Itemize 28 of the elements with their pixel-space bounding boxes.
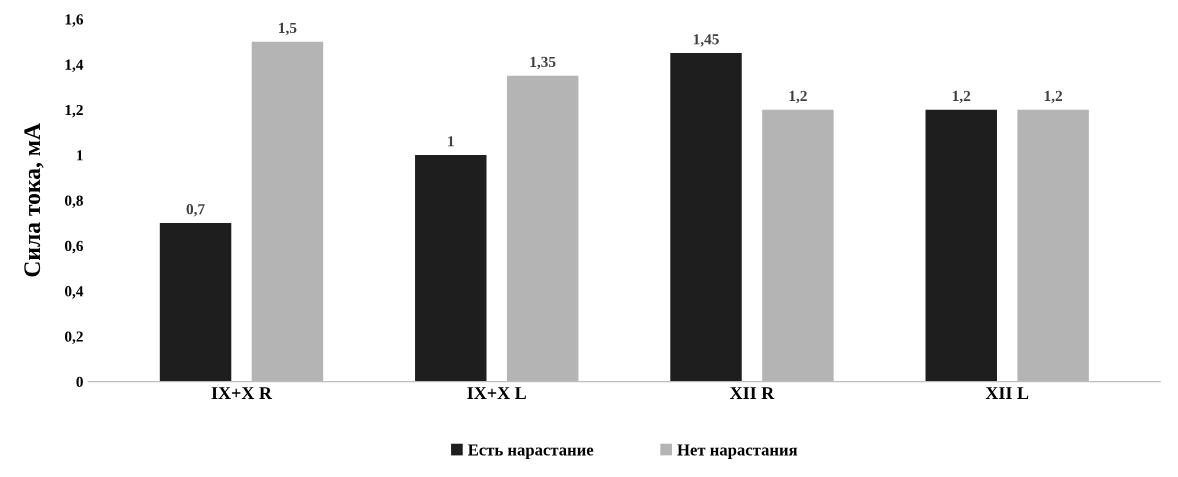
y-tick-label: 1,6 xyxy=(65,14,84,27)
x-tick-label: IX+X L xyxy=(467,387,526,399)
legend-label: Нет нарастания xyxy=(677,444,798,459)
y-tick-label: 0,2 xyxy=(64,331,83,344)
data-label: 1,35 xyxy=(530,56,556,70)
data-label: 0,7 xyxy=(186,204,205,217)
data-label: 1,5 xyxy=(279,22,297,36)
x-tick-label: XII L xyxy=(985,387,1029,399)
y-tick-label: 0 xyxy=(76,376,83,388)
data-label: 1 xyxy=(448,136,454,147)
bar xyxy=(159,223,232,382)
data-label: 1,45 xyxy=(693,34,719,47)
data-label: 1,2 xyxy=(952,90,971,104)
x-tick-label: IX+X R xyxy=(211,387,273,399)
y-tick-label: 0,4 xyxy=(64,286,84,299)
y-tick-label: 1,4 xyxy=(65,59,84,73)
data-label: 1,2 xyxy=(1044,90,1063,104)
y-tick-label: 0,8 xyxy=(64,195,83,209)
legend-label: Есть нарастание xyxy=(468,444,594,459)
bar xyxy=(925,109,997,382)
y-tick-label: 1,2 xyxy=(65,104,83,118)
y-axis-title: Сила тока, мА xyxy=(24,123,44,277)
y-tick-label: 1 xyxy=(77,150,83,161)
x-tick-label: XII R xyxy=(729,387,775,399)
data-label: 1,2 xyxy=(789,90,807,104)
bar xyxy=(415,155,487,382)
y-tick-label: 0,6 xyxy=(64,240,84,254)
bar xyxy=(670,53,742,382)
